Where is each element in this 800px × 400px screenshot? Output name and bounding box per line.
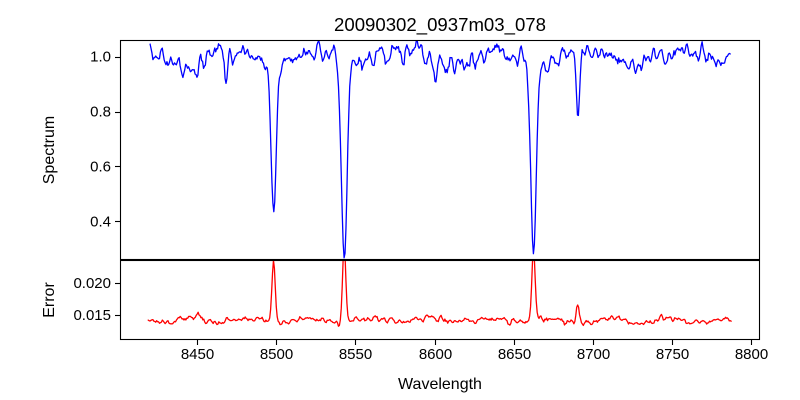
svg-text:Error: Error [41,282,58,318]
svg-text:8700: 8700 [577,346,610,363]
svg-text:1.0: 1.0 [90,49,111,66]
svg-text:0.6: 0.6 [90,158,111,175]
svg-text:8650: 8650 [498,346,531,363]
svg-text:8800: 8800 [735,346,768,363]
svg-text:8750: 8750 [656,346,689,363]
svg-text:Wavelength: Wavelength [398,376,482,393]
svg-text:8450: 8450 [181,346,214,363]
svg-text:Spectrum: Spectrum [41,116,58,184]
svg-text:0.015: 0.015 [73,307,111,324]
svg-text:0.4: 0.4 [90,213,111,230]
svg-text:8600: 8600 [419,346,452,363]
svg-text:8550: 8550 [339,346,372,363]
svg-text:0.8: 0.8 [90,103,111,120]
svg-text:8500: 8500 [260,346,293,363]
svg-text:20090302_0937m03_078: 20090302_0937m03_078 [334,14,546,36]
svg-text:0.020: 0.020 [73,275,111,292]
